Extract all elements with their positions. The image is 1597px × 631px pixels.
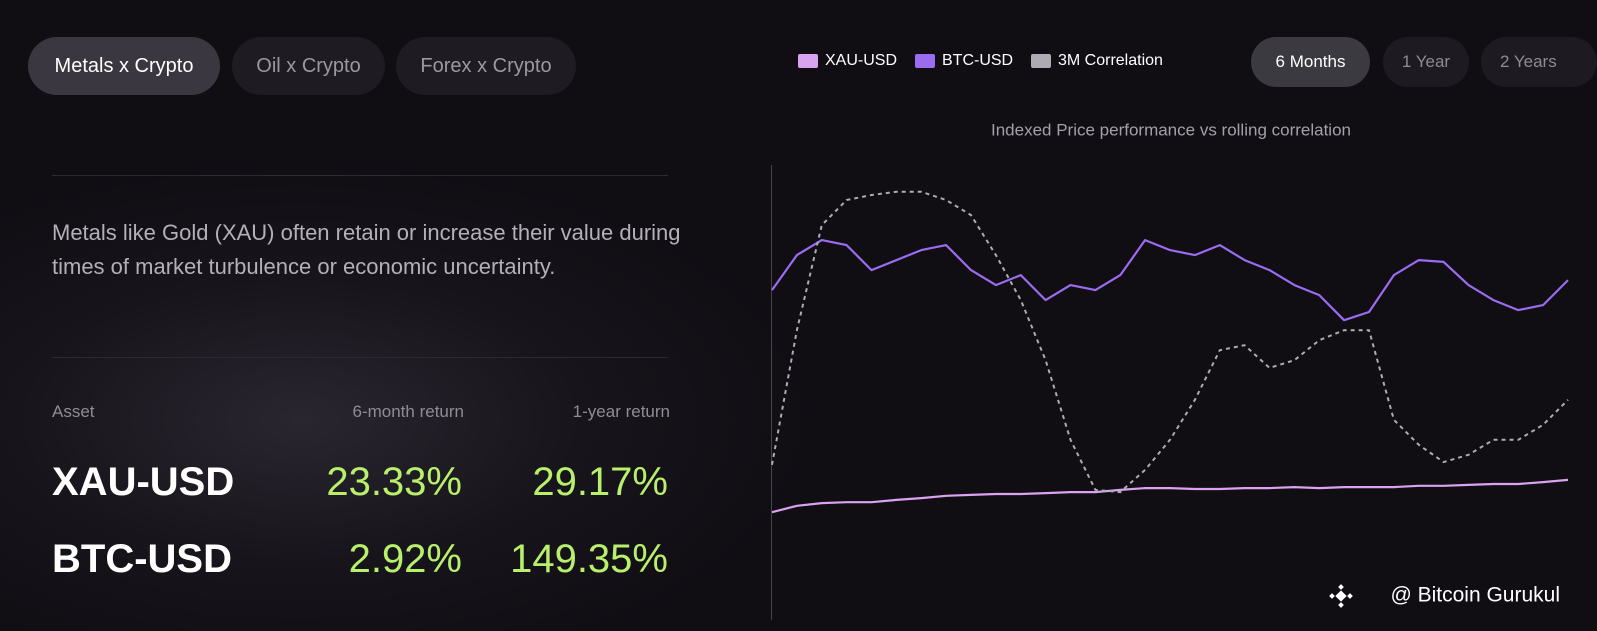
legend-swatch bbox=[798, 54, 818, 68]
series-line bbox=[771, 478, 1569, 514]
watermark: @ Bitcoin Gurukul bbox=[1390, 584, 1560, 607]
asset-name: XAU-USD bbox=[52, 460, 235, 504]
return-value: 29.17% bbox=[532, 460, 668, 504]
tab[interactable]: Metals x Crypto bbox=[28, 37, 220, 95]
divider bbox=[52, 357, 668, 358]
legend-label: 3M Correlation bbox=[1058, 52, 1163, 69]
chart-title: Indexed Price performance vs rolling cor… bbox=[991, 120, 1351, 139]
tab[interactable]: Oil x Crypto bbox=[232, 37, 385, 95]
series-line bbox=[771, 190, 1569, 494]
return-value: 2.92% bbox=[348, 537, 462, 581]
range-button[interactable]: 1 Year bbox=[1383, 37, 1469, 87]
return-value: 23.33% bbox=[326, 460, 462, 504]
divider bbox=[52, 175, 668, 176]
legend-swatch bbox=[1031, 54, 1051, 68]
legend-label: XAU-USD bbox=[825, 52, 897, 69]
tab[interactable]: Forex x Crypto bbox=[396, 37, 576, 95]
description: Metals like Gold (XAU) often retain or i… bbox=[52, 220, 681, 279]
table-header: 6-month return bbox=[352, 402, 465, 421]
legend-swatch bbox=[915, 54, 935, 68]
range-button[interactable]: 2 Years bbox=[1481, 37, 1597, 87]
watermark-icon bbox=[1329, 584, 1353, 608]
asset-name: BTC-USD bbox=[52, 537, 232, 581]
table-header: 1-year return bbox=[572, 402, 670, 421]
legend-label: BTC-USD bbox=[942, 52, 1013, 69]
return-value: 149.35% bbox=[510, 537, 668, 581]
range-button[interactable]: 6 Months bbox=[1251, 37, 1370, 87]
table-header: Asset bbox=[52, 402, 95, 421]
series-line bbox=[771, 239, 1569, 322]
